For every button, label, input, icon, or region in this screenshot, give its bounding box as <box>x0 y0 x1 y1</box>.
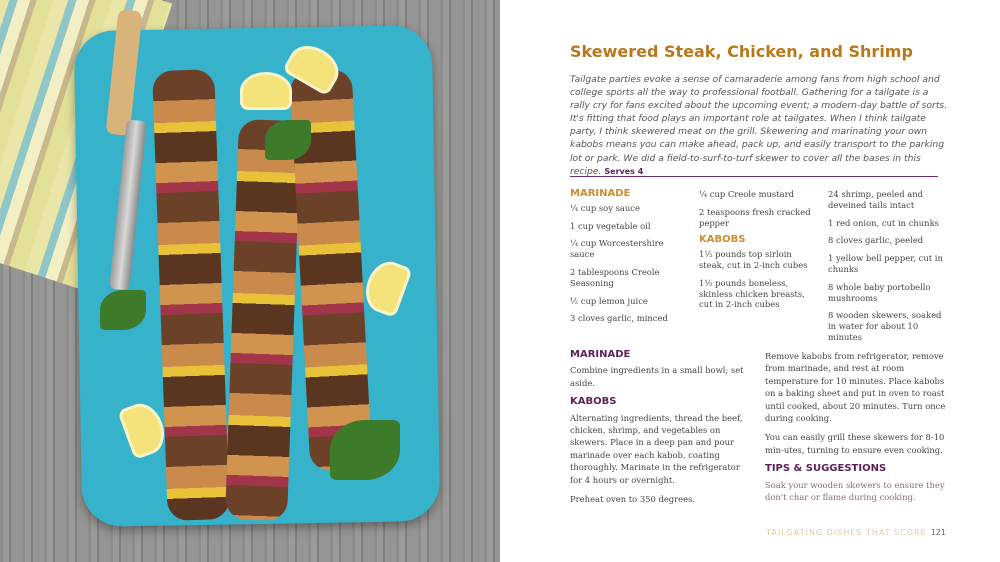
serves-label: Serves 4 <box>604 166 644 176</box>
ingredient: 8 wooden skewers, soaked in water for ab… <box>828 310 942 342</box>
ingredients-col-2: ¼ cup Creole mustard 2 teaspoons fresh c… <box>699 189 817 317</box>
ingredient: 1 cup vegetable oil <box>570 220 651 231</box>
recipe-intro: Tailgate parties evoke a sense of camara… <box>570 73 948 178</box>
ingredients-col-1: Marinade ¼ cup soy sauce 1 cup vegetable… <box>570 188 690 331</box>
ingredient: 8 cloves garlic, peeled <box>828 235 924 246</box>
direction-step: Preheat oven to 350 degrees. <box>570 494 696 505</box>
ingredient: 2 teaspoons fresh cracked pepper <box>699 206 811 228</box>
direction-step: Alternating ingredients, thread the beef… <box>570 412 743 485</box>
page-footer: TAILGATING DISHES THAT SCORE 121 <box>766 528 946 537</box>
kabobs-directions-heading: Kabobs <box>570 396 617 408</box>
direction-step: Combine ingredients in a small bowl; set… <box>570 365 744 388</box>
ingredient: 3 cloves garlic, minced <box>570 313 668 324</box>
ingredient: 1 red onion, cut in chunks <box>828 217 939 228</box>
ingredient: ¼ cup Creole mustard <box>699 189 794 199</box>
ingredients-col-3: 24 shrimp, peeled and deveined tails int… <box>828 189 943 350</box>
ingredient: 1½ pounds top sirloin steak, cut in 2-in… <box>699 249 808 270</box>
ingredient: 1 yellow bell pepper, cut in chunks <box>828 253 943 274</box>
ingredient: 1½ pounds boneless, skinless chicken bre… <box>699 277 805 310</box>
direction-step: Remove kabobs from refrigerator, remove … <box>765 351 946 424</box>
ingredient: ¼ cup soy sauce <box>570 202 640 213</box>
ingredient: 8 whole baby portobello mushrooms <box>828 281 931 303</box>
lemon-wedge <box>240 72 292 110</box>
parsley-garnish <box>100 290 146 330</box>
page-number: 121 <box>930 528 946 537</box>
marinade-directions-heading: Marinade <box>570 349 631 360</box>
parsley-garnish <box>265 120 311 160</box>
directions-col-2: Remove kabobs from refrigerator, remove … <box>765 350 947 510</box>
intro-text: Tailgate parties evoke a sense of camara… <box>570 74 948 177</box>
marinade-ingredients-heading: Marinade <box>570 188 631 199</box>
divider <box>570 176 938 177</box>
parsley-garnish <box>330 420 400 480</box>
ingredient: 24 shrimp, peeled and deveined tails int… <box>828 189 923 210</box>
ingredient: ¼ cup Worcestershire sauce <box>570 238 664 260</box>
kabobs-ingredients-heading: Kabobs <box>699 234 746 246</box>
recipe-page: Skewered Steak, Chicken, and Shrimp Tail… <box>500 0 1000 562</box>
recipe-title: Skewered Steak, Chicken, and Shrimp <box>570 42 913 61</box>
tips-heading: Tips & Suggestions <box>765 463 887 475</box>
ingredient: 2 tablespoons Creole Seasoning <box>570 266 660 288</box>
section-title: TAILGATING DISHES THAT SCORE <box>766 528 927 537</box>
directions-col-1: Marinade Combine ingredients in a small … <box>570 349 750 512</box>
tips-text: Soak your wooden skewers to ensure they … <box>765 479 945 503</box>
direction-step: You can easily grill these skewers for 8… <box>765 432 945 455</box>
ingredient: ½ cup lemon juice <box>570 295 648 306</box>
recipe-photo <box>0 0 500 562</box>
